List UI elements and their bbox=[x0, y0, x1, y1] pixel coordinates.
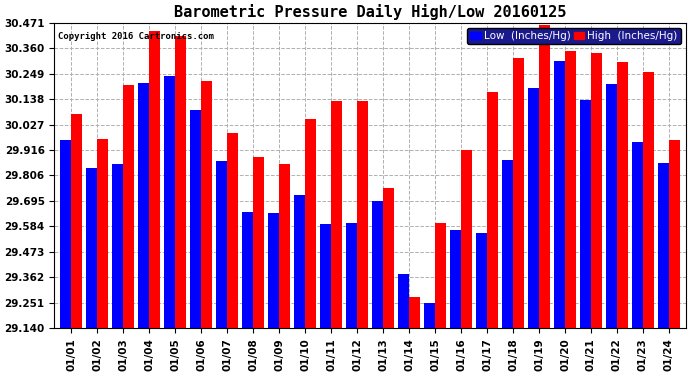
Bar bbox=[513, 58, 524, 328]
Bar bbox=[242, 212, 253, 328]
Bar bbox=[253, 157, 264, 328]
Bar bbox=[424, 303, 435, 328]
Bar bbox=[539, 25, 550, 328]
Bar bbox=[658, 163, 669, 328]
Bar bbox=[398, 274, 409, 328]
Bar bbox=[227, 133, 238, 328]
Bar bbox=[487, 92, 498, 328]
Bar bbox=[632, 142, 643, 328]
Bar bbox=[268, 213, 279, 328]
Bar bbox=[643, 72, 654, 328]
Bar bbox=[97, 139, 108, 328]
Bar bbox=[138, 82, 149, 328]
Bar bbox=[124, 85, 134, 328]
Bar bbox=[617, 62, 628, 328]
Bar bbox=[112, 164, 124, 328]
Bar bbox=[591, 53, 602, 328]
Bar bbox=[60, 140, 71, 328]
Bar bbox=[279, 164, 290, 328]
Legend: Low  (Inches/Hg), High  (Inches/Hg): Low (Inches/Hg), High (Inches/Hg) bbox=[467, 28, 680, 44]
Bar bbox=[346, 223, 357, 328]
Bar bbox=[164, 76, 175, 328]
Bar bbox=[149, 31, 160, 328]
Bar bbox=[320, 224, 331, 328]
Bar bbox=[372, 201, 383, 328]
Bar bbox=[669, 141, 680, 328]
Bar bbox=[357, 101, 368, 328]
Bar bbox=[294, 195, 305, 328]
Text: Copyright 2016 Cartronics.com: Copyright 2016 Cartronics.com bbox=[57, 32, 213, 41]
Bar bbox=[565, 51, 576, 328]
Bar bbox=[175, 36, 186, 328]
Bar bbox=[383, 188, 394, 328]
Title: Barometric Pressure Daily High/Low 20160125: Barometric Pressure Daily High/Low 20160… bbox=[174, 4, 566, 20]
Bar bbox=[461, 150, 472, 328]
Bar bbox=[554, 61, 565, 328]
Bar bbox=[476, 233, 487, 328]
Bar bbox=[606, 84, 617, 328]
Bar bbox=[331, 101, 342, 328]
Bar bbox=[86, 168, 97, 328]
Bar bbox=[201, 81, 212, 328]
Bar bbox=[502, 159, 513, 328]
Bar bbox=[409, 297, 420, 328]
Bar bbox=[71, 114, 82, 328]
Bar bbox=[528, 88, 539, 328]
Bar bbox=[435, 223, 446, 328]
Bar bbox=[216, 160, 227, 328]
Bar bbox=[580, 100, 591, 328]
Bar bbox=[190, 110, 201, 328]
Bar bbox=[305, 119, 316, 328]
Bar bbox=[450, 230, 461, 328]
